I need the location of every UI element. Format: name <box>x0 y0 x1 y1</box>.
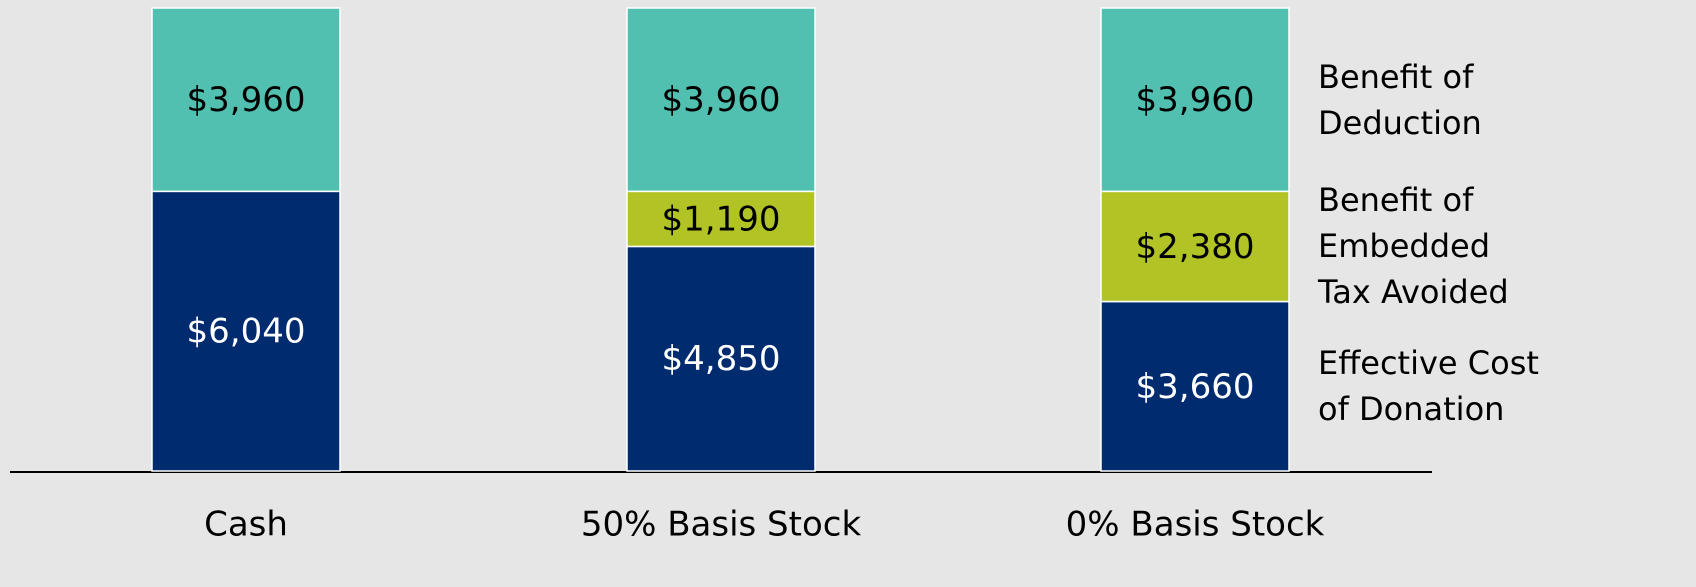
value-label: $6,040 <box>187 312 306 352</box>
bar-segment <box>151 7 341 193</box>
bar-segment <box>626 7 816 193</box>
legend-label: Benefit of Deduction <box>1318 57 1482 142</box>
value-label: $3,960 <box>662 80 781 120</box>
bar-segment <box>626 190 816 248</box>
bar-segment <box>1100 7 1290 193</box>
value-label: $4,850 <box>662 339 781 379</box>
x-tick-label: 0% Basis Stock <box>1066 505 1325 545</box>
value-label: $1,190 <box>662 199 781 239</box>
value-label: $3,660 <box>1136 367 1255 407</box>
value-label: $2,380 <box>1136 227 1255 267</box>
x-tick-label: 50% Basis Stock <box>581 505 862 545</box>
x-tick-label: Cash <box>204 505 288 545</box>
value-label: $3,960 <box>1136 80 1255 120</box>
bar-segment <box>1100 190 1290 303</box>
legend-label: Effective Cost of Donation <box>1318 344 1539 429</box>
bar-segment <box>151 190 341 472</box>
bar-segment <box>626 245 816 472</box>
legend-label: Benefit of Embedded Tax Avoided <box>1318 181 1509 312</box>
value-label: $3,960 <box>187 80 306 120</box>
